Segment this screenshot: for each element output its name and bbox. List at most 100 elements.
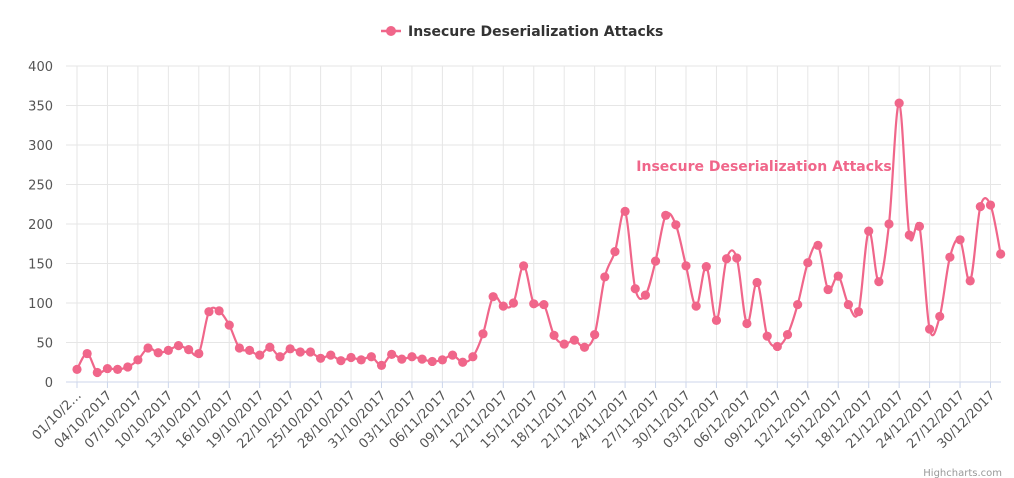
data-point[interactable] [590, 330, 600, 340]
data-point[interactable] [975, 202, 985, 212]
data-point[interactable] [620, 206, 630, 216]
data-point[interactable] [458, 357, 468, 367]
data-point[interactable] [255, 350, 265, 360]
legend[interactable]: Insecure Deserialization Attacks [381, 24, 663, 40]
y-tick-label: 50 [36, 337, 53, 352]
data-point[interactable] [397, 354, 407, 364]
data-point[interactable] [955, 235, 965, 245]
data-point[interactable] [539, 299, 549, 310]
data-point[interactable] [650, 256, 661, 266]
data-point[interactable] [742, 318, 752, 329]
data-point[interactable] [244, 345, 255, 355]
y-tick-label: 200 [28, 218, 53, 233]
data-point[interactable] [519, 261, 529, 271]
data-point[interactable] [295, 347, 305, 357]
data-point[interactable] [82, 348, 92, 359]
data-point[interactable] [194, 348, 204, 359]
data-point[interactable] [549, 330, 559, 340]
data-point[interactable] [285, 344, 295, 354]
data-point[interactable] [478, 329, 488, 339]
data-point[interactable] [985, 200, 996, 210]
data-point[interactable] [701, 262, 711, 272]
data-point[interactable] [640, 290, 651, 300]
credits-link[interactable]: Highcharts.com [923, 468, 1002, 478]
data-point[interactable] [965, 276, 975, 286]
data-point[interactable] [732, 253, 742, 263]
data-point[interactable] [305, 347, 316, 357]
y-tick-label: 100 [28, 297, 53, 312]
data-point[interactable] [265, 342, 275, 352]
data-point[interactable] [782, 330, 793, 340]
data-point[interactable] [133, 355, 143, 365]
data-point[interactable] [935, 311, 945, 322]
data-point[interactable] [234, 343, 244, 353]
data-point[interactable] [722, 254, 732, 264]
data-point[interactable] [691, 301, 701, 311]
data-point[interactable] [336, 356, 346, 366]
data-point[interactable] [630, 284, 640, 294]
data-point[interactable] [275, 352, 285, 362]
data-point[interactable] [904, 230, 914, 240]
data-point[interactable] [356, 355, 366, 365]
data-point[interactable] [610, 247, 620, 257]
data-point[interactable] [173, 341, 184, 351]
data-point[interactable] [316, 353, 326, 363]
data-point[interactable] [447, 350, 458, 360]
data-point[interactable] [762, 331, 772, 341]
data-point[interactable] [224, 320, 234, 330]
data-point[interactable] [996, 249, 1006, 259]
data-point[interactable] [945, 252, 955, 262]
data-point[interactable] [925, 324, 935, 334]
data-point[interactable] [153, 348, 163, 358]
y-tick-label: 300 [28, 139, 53, 154]
data-point[interactable] [823, 284, 833, 295]
data-point[interactable] [529, 299, 539, 309]
gridlines [66, 65, 1001, 383]
data-point[interactable] [569, 335, 579, 345]
data-point[interactable] [914, 221, 925, 231]
data-point[interactable] [874, 277, 884, 287]
data-point[interactable] [376, 360, 387, 371]
data-point[interactable] [123, 362, 133, 372]
data-point[interactable] [894, 98, 904, 108]
data-point[interactable] [793, 299, 803, 310]
data-point[interactable] [113, 364, 123, 374]
data-point[interactable] [498, 301, 508, 311]
data-point[interactable] [661, 210, 671, 220]
data-point[interactable] [417, 354, 427, 364]
data-point[interactable] [559, 339, 569, 349]
data-point[interactable] [884, 219, 894, 229]
data-point[interactable] [407, 352, 417, 362]
data-point[interactable] [803, 258, 813, 268]
data-point[interactable] [163, 345, 173, 355]
data-point[interactable] [681, 261, 691, 271]
data-point[interactable] [671, 220, 681, 230]
data-point[interactable] [184, 345, 194, 355]
data-point[interactable] [437, 355, 447, 365]
data-point[interactable] [813, 240, 823, 250]
data-point[interactable] [468, 352, 478, 362]
data-point[interactable] [92, 367, 102, 378]
data-point[interactable] [366, 352, 376, 362]
data-point[interactable] [711, 315, 722, 325]
data-point[interactable] [843, 299, 854, 310]
data-point[interactable] [427, 356, 437, 367]
data-point[interactable] [72, 364, 82, 374]
data-point[interactable] [833, 271, 843, 281]
data-point[interactable] [346, 352, 356, 363]
data-point[interactable] [204, 307, 214, 317]
data-point[interactable] [326, 350, 336, 360]
data-point[interactable] [143, 343, 153, 353]
data-point[interactable] [102, 363, 113, 374]
data-point[interactable] [864, 226, 874, 236]
data-point[interactable] [508, 298, 519, 308]
data-point[interactable] [387, 349, 397, 359]
data-point[interactable] [214, 306, 224, 316]
data-point[interactable] [853, 307, 864, 317]
data-point[interactable] [579, 342, 590, 352]
data-point[interactable] [600, 272, 610, 282]
data-point[interactable] [488, 292, 498, 302]
data-point[interactable] [752, 277, 762, 288]
data-point[interactable] [772, 341, 782, 352]
